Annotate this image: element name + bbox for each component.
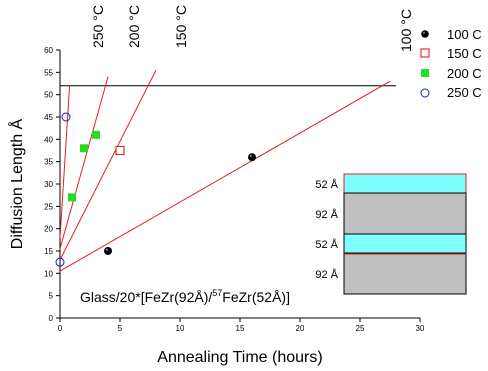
y-tick-label-9: 45 xyxy=(44,113,53,122)
y-tick-label-8: 40 xyxy=(44,135,53,144)
annotation-150: 150 °C xyxy=(173,5,189,48)
legend: 100 C 150 C 200 C 250 C xyxy=(420,27,482,100)
y-tick-label-1: 5 xyxy=(49,292,54,301)
x-tick-label-0: 0 xyxy=(58,324,63,333)
fit-line-0 xyxy=(59,80,391,272)
point-series2-2 xyxy=(92,130,100,139)
x-tick-label-1: 5 xyxy=(118,324,123,333)
fit-lines xyxy=(59,69,391,272)
fit-line-3 xyxy=(59,85,71,238)
y-tick-label-2: 10 xyxy=(44,269,53,278)
x-tick-label-2: 10 xyxy=(176,324,185,333)
legend-marker-200 xyxy=(421,69,429,77)
legend-label-250: 250 C xyxy=(447,85,482,100)
sample-label-main: Glass/20*[FeZr(92Å)/ xyxy=(80,289,212,305)
x-tick-label-6: 30 xyxy=(416,324,425,333)
y-tick-label-10: 50 xyxy=(44,91,53,100)
inset-label-3: 52 Å xyxy=(315,238,338,251)
x-axis-label: Annealing Time (hours) xyxy=(157,349,322,366)
annotation-200: 200 °C xyxy=(126,5,142,48)
y-tick-label-6: 30 xyxy=(44,180,53,189)
annotation-250: 250 °C xyxy=(90,5,106,48)
fit-line-1 xyxy=(59,69,157,261)
data-points xyxy=(55,112,256,267)
point-series2-0 xyxy=(68,193,76,202)
point-series2-1 xyxy=(80,144,88,153)
y-tick-label-3: 15 xyxy=(44,247,53,256)
axis-ticks: 0 5 10 15 20 25 30 0 5 10 15 20 25 30 35 40 45 50 55 60 xyxy=(44,46,425,333)
inset-layer-4 xyxy=(343,252,467,295)
y-tick-label-0: 0 xyxy=(49,314,54,323)
sample-label: Glass/20*[FeZr(92Å)/57FeZr(52Å)] xyxy=(80,288,290,305)
sample-label-tail: FeZr(52Å)] xyxy=(222,289,290,305)
legend-marker-100 xyxy=(421,30,429,38)
multilayer-inset: 52 Å 92 Å 52 Å 92 Å xyxy=(315,173,467,295)
x-tick-label-3: 15 xyxy=(236,324,245,333)
y-tick-label-12: 60 xyxy=(44,46,53,55)
legend-marker-150 xyxy=(420,48,430,58)
y-tick-label-7: 35 xyxy=(44,158,53,167)
fit-line-2 xyxy=(59,76,109,249)
inset-label-1: 52 Å xyxy=(315,178,338,191)
legend-label-200: 200 C xyxy=(447,66,482,81)
y-axis-label: Diffusion Length Å xyxy=(7,118,26,249)
sample-label-superscript: 57 xyxy=(212,288,222,298)
point-series0-0 xyxy=(104,247,112,255)
point-series3-0 xyxy=(55,257,65,267)
legend-label-150: 150 C xyxy=(447,46,482,61)
legend-marker-250 xyxy=(420,88,430,98)
inset-label-4: 92 Å xyxy=(315,268,338,281)
inset-label-2: 92 Å xyxy=(315,208,338,221)
point-series1-0 xyxy=(115,145,125,156)
y-tick-label-4: 20 xyxy=(44,225,53,234)
inset-layer-1 xyxy=(343,173,467,194)
y-tick-label-5: 25 xyxy=(44,202,53,211)
inset-layer-2 xyxy=(343,192,467,235)
point-series0-1 xyxy=(248,153,256,162)
x-tick-label-5: 25 xyxy=(356,324,365,333)
legend-label-100: 100 C xyxy=(447,27,482,42)
inset-layer-3 xyxy=(343,233,467,254)
point-series3-1 xyxy=(61,112,71,122)
annotation-100: 100 °C xyxy=(398,9,414,52)
y-tick-label-11: 55 xyxy=(44,68,53,77)
x-tick-label-4: 20 xyxy=(296,324,305,333)
